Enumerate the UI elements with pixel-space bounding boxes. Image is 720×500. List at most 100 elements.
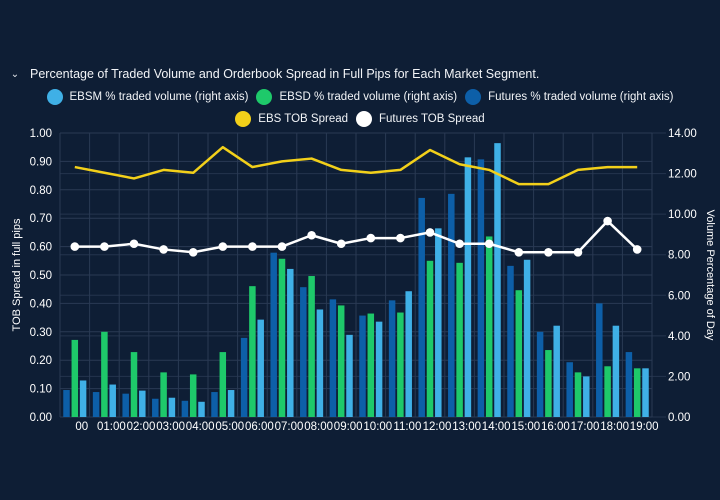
x-axis-tick-label: 18:00 [600, 421, 629, 433]
bar-futures [596, 303, 603, 417]
x-axis-tick-label: 19:00 [630, 421, 659, 433]
bar-ebsm [435, 228, 442, 417]
x-axis-tick-label: 16:00 [541, 421, 570, 433]
point-futures_tob [632, 245, 642, 254]
point-futures_tob [573, 247, 583, 257]
left-axis-tick-label: 0.50 [30, 270, 52, 282]
bar-ebsm [198, 401, 205, 417]
point-futures_tob [277, 242, 287, 251]
bar-ebsd [456, 262, 463, 417]
bar-ebsm [287, 268, 294, 417]
bar-ebsm [257, 319, 264, 417]
bar-futures [507, 265, 514, 417]
x-axis-ticks: 00 01:00 02:00 03:00 04:00 05:00 06:00 07:00 08:… [75, 421, 658, 433]
point-futures_tob [307, 230, 316, 240]
bar-ebsd [278, 258, 286, 417]
bar-ebsd [485, 236, 493, 417]
bar-ebsm [79, 380, 87, 417]
x-axis-tick-label: 12:00 [423, 421, 452, 433]
x-axis-tick-label: 00 [75, 421, 88, 433]
x-axis-tick-label: 01:00 [97, 421, 126, 433]
bar-ebsm [642, 368, 649, 417]
x-axis-tick-label: 14:00 [482, 421, 511, 433]
bar-ebsd [189, 374, 197, 417]
x-axis-tick-label: 07:00 [275, 421, 304, 433]
x-axis-tick-label: 03:00 [156, 421, 185, 433]
point-futures_tob [603, 216, 612, 226]
point-futures_tob [425, 228, 435, 237]
bar-ebsm [553, 325, 560, 417]
legend-item-ebsd[interactable]: EBSD % traded volume (right axis) [256, 89, 457, 105]
left-axis-tick-label: 0.70 [30, 213, 52, 225]
legend-label-futures-tob: Futures TOB Spread [379, 113, 485, 125]
bar-ebsm [109, 384, 116, 417]
point-futures_tob [188, 247, 198, 257]
point-futures_tob [336, 239, 346, 249]
bar-futures [122, 393, 129, 417]
right-axis-tick-label: 4.00 [668, 331, 690, 343]
bar-ebsd [604, 366, 611, 417]
bar-ebsm [139, 390, 146, 417]
point-futures_tob [396, 233, 405, 243]
right-axis-tick-label: 14.00 [668, 128, 697, 140]
bar-ebsm [583, 376, 590, 417]
left-axis-tick-label: 0.90 [30, 156, 52, 168]
bar-ebsd [397, 312, 404, 417]
point-futures_tob [544, 247, 553, 257]
legend-item-ebsm[interactable]: EBSM % traded volume (right axis) [46, 89, 249, 105]
chevron-down-icon[interactable]: ⌄ [10, 68, 20, 80]
bar-ebsd [308, 276, 315, 417]
line-series [70, 145, 642, 257]
legend-swatch-ebsd [256, 89, 273, 105]
legend-item-futures-tob[interactable]: Futures TOB Spread [356, 111, 485, 127]
legend-item-ebs-tob[interactable]: EBS TOB Spread [235, 111, 348, 127]
x-axis-tick-label: 05:00 [215, 421, 244, 433]
legend-swatch-futures-tob [356, 111, 373, 127]
bar-ebsm [168, 397, 176, 417]
bar-futures [359, 315, 366, 417]
bar-ebsd [219, 352, 227, 417]
bar-ebsm [612, 325, 620, 417]
bar-futures [152, 398, 159, 417]
panel-header: ⌄ Percentage of Traded Volume and Orderb… [10, 67, 540, 81]
bar-futures [270, 252, 277, 417]
bar-futures [448, 193, 455, 417]
left-axis-tick-label: 0.10 [30, 384, 52, 396]
legend-label-ebsm: EBSM % traded volume (right axis) [69, 91, 249, 103]
bar-ebsd [249, 286, 256, 417]
bar-ebsd [337, 305, 345, 417]
line-ebs_tob [74, 145, 638, 186]
bar-ebsd [160, 372, 167, 417]
legend-item-futures[interactable]: Futures % traded volume (right axis) [465, 89, 674, 105]
bar-series [63, 143, 649, 418]
chart-legend: EBSM % traded volume (right axis) EBSD %… [20, 89, 700, 127]
grid-lines [59, 132, 666, 418]
legend-label-futures: Futures % traded volume (right axis) [488, 91, 674, 103]
chart-title: Percentage of Traded Volume and Orderboo… [30, 67, 540, 81]
left-axis-tick-label: 0.20 [30, 355, 52, 367]
bar-ebsd [71, 339, 79, 417]
bar-futures [625, 352, 633, 417]
left-axis-tick-label: 0.00 [30, 412, 52, 424]
bar-futures [300, 287, 307, 417]
left-axis-title: TOB Spread in full pips [11, 218, 23, 331]
bar-ebsm [375, 321, 383, 417]
left-axis-tick-label: 0.30 [30, 327, 52, 339]
bar-ebsm [464, 157, 472, 418]
bar-futures [536, 331, 544, 417]
point-futures_tob [455, 239, 464, 249]
bar-futures [240, 337, 248, 417]
point-futures_tob [484, 239, 494, 249]
legend-label-ebs-tob: EBS TOB Spread [258, 113, 349, 125]
legend-swatch-ebs-tob [235, 111, 252, 127]
bar-futures [329, 299, 337, 417]
bar-ebsm [227, 390, 235, 417]
bar-ebsd [633, 368, 641, 417]
bar-ebsd [574, 372, 582, 417]
point-futures_tob [514, 247, 524, 257]
x-axis-tick-label: 04:00 [186, 421, 215, 433]
bar-ebsm [346, 334, 353, 417]
x-axis-tick-label: 06:00 [245, 421, 274, 433]
bar-futures [63, 390, 70, 417]
x-axis-tick-label: 09:00 [334, 421, 363, 433]
